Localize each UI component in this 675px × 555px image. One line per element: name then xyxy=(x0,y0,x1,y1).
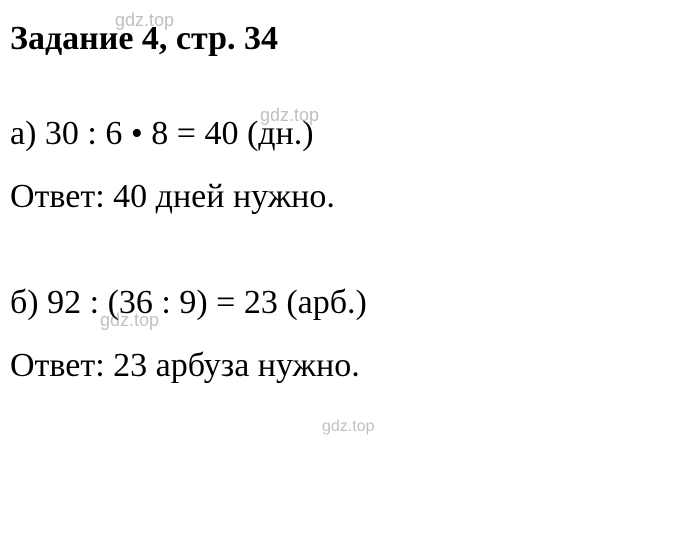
answer-a: Ответ: 40 дней нужно. xyxy=(10,171,665,222)
equation-a: а) 30 : 6 • 8 = 40 (дн.) xyxy=(10,108,665,159)
page-title: Задание 4, стр. 34 xyxy=(10,20,665,58)
equation-b: б) 92 : (36 : 9) = 23 (арб.) xyxy=(10,277,665,328)
answer-b: Ответ: 23 арбуза нужно. xyxy=(10,340,665,391)
watermark-text: gdz.top xyxy=(322,418,374,436)
